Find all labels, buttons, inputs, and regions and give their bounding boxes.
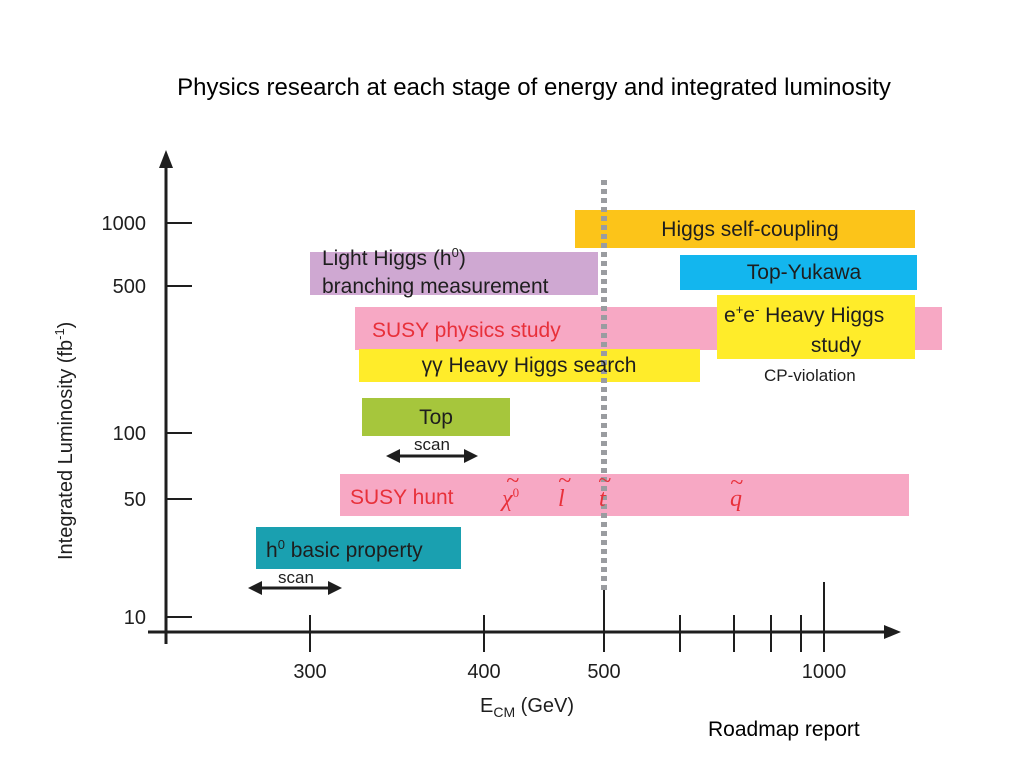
y-tick-label: 500 [113, 276, 146, 298]
y-tick-label: 100 [113, 423, 146, 445]
arrow-right-icon [464, 449, 478, 463]
y-tick-label: 10 [124, 607, 146, 629]
light-higgs-box [310, 252, 598, 295]
h0-basic-property-box [256, 527, 461, 569]
gg-heavy-higgs-box [359, 349, 700, 382]
higgs-self-coupling-label: Higgs self-coupling [661, 218, 838, 241]
top-box [362, 398, 510, 436]
ee-heavy-higgs-box [717, 295, 915, 359]
page-title: Physics research at each stage of energy… [177, 74, 891, 101]
ee-heavy-higgs-label-line1: e+e- Heavy Higgs [724, 302, 884, 327]
ee-heavy-higgs-label-line2: study [811, 334, 862, 357]
h0-basic-property-label: h0 basic property [266, 537, 423, 562]
x-tick-label: 500 [587, 661, 620, 683]
arrow-left-icon [248, 581, 262, 595]
y-axis-arrow-icon [159, 150, 173, 168]
footer-note: Roadmap report [708, 718, 860, 741]
tilde-icon: ~ [558, 468, 571, 494]
top-yukawa-box [680, 255, 917, 290]
x-axis-label: ECM (GeV) [480, 695, 574, 720]
top-yukawa-label: Top-Yukawa [747, 261, 862, 284]
x-tick-label: 300 [293, 661, 326, 683]
top-label: Top [419, 406, 453, 429]
x-tick-label: 1000 [802, 661, 847, 683]
light-higgs-label-line2: branching measurement [322, 275, 549, 298]
scan-label: scan [278, 568, 314, 587]
tilde-icon: ~ [730, 470, 743, 496]
x-axis-arrow-icon [884, 625, 901, 639]
susy-physics-study-label: SUSY physics study [372, 319, 561, 342]
gg-heavy-higgs-label: γγ Heavy Higgs search [422, 354, 637, 377]
y-axis-label: Integrated Luminosity (fb-1) [52, 322, 77, 560]
arrow-left-icon [386, 449, 400, 463]
higgs-self-coupling-box [575, 210, 915, 248]
squark-symbol: q [730, 486, 742, 512]
arrow-right-icon [328, 581, 342, 595]
tilde-icon: ~ [506, 468, 519, 494]
scan-label: scan [414, 435, 450, 454]
susy-hunt-box [340, 474, 909, 516]
chi-symbol: χ0 [500, 485, 519, 512]
x-tick-label: 400 [467, 661, 500, 683]
slepton-symbol: l [558, 486, 565, 512]
y-tick-label: 1000 [102, 213, 147, 235]
light-higgs-label-line1: Light Higgs (h0) [322, 245, 466, 270]
y-tick-label: 50 [124, 489, 146, 511]
cp-violation-label: CP-violation [764, 366, 856, 385]
tilde-icon: ~ [598, 468, 611, 494]
susy-hunt-label: SUSY hunt [350, 486, 454, 509]
stop-symbol: t [599, 486, 607, 512]
